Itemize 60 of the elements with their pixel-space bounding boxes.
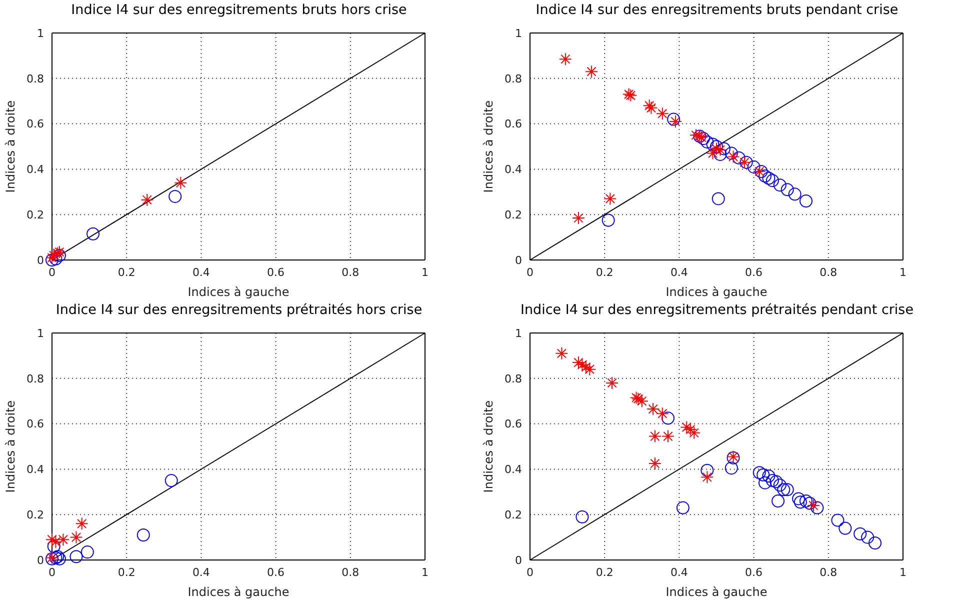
x-axis-title: Indices à gauche [188,285,290,299]
y-tick-label: 0.4 [504,463,522,476]
y-tick-label: 0 [37,254,44,267]
x-tick-label: 0.4 [192,266,210,279]
x-tick-label: 1 [900,266,906,279]
x-tick-label: 0.6 [745,566,763,579]
x-tick-label: 0.2 [118,566,136,579]
x-tick-label: 0.4 [192,566,210,579]
y-tick-label: 0.4 [26,463,44,476]
x-tick-label: 0.6 [745,266,763,279]
y-axis-title: Indices à droite [3,400,18,493]
x-tick-label: 0 [48,566,56,579]
y-tick-label: 1 [515,26,522,40]
y-tick-label: 0.6 [504,418,522,431]
y-axis-title: Indices à droite [3,100,18,193]
y-axis-title: Indices à droite [481,100,496,193]
y-tick-label: 0.8 [504,372,522,386]
y-tick-label: 0.6 [26,118,44,131]
y-tick-label: 1 [37,26,44,40]
x-tick-label: 0.8 [342,266,360,279]
x-tick-label: 0.6 [267,266,285,279]
y-tick-label: 0.6 [26,418,44,431]
y-tick-label: 0.8 [26,372,44,386]
x-tick-label: 1 [422,266,428,279]
y-tick-label: 0.6 [504,118,522,131]
y-tick-label: 0.2 [26,208,44,222]
chart-title: Indice I4 sur des enregsitrements bruts hors crise [70,2,408,18]
y-tick-label: 1 [37,326,44,340]
y-tick-label: 0.4 [26,163,44,176]
x-tick-label: 0.8 [820,566,838,579]
y-tick-label: 0.2 [26,508,44,522]
x-tick-label: 0.4 [670,266,688,279]
y-tick-label: 1 [515,326,522,340]
chart-title: Indice I4 sur des enregsitrements bruts pendant crise [534,2,900,18]
x-tick-label: 0.6 [267,566,285,579]
x-axis-title: Indices à gauche [666,285,768,299]
y-axis-title: Indices à droite [481,400,496,493]
x-axis-title: Indices à gauche [188,585,290,599]
x-tick-label: 0 [526,566,534,579]
y-tick-label: 0.8 [504,72,522,86]
x-tick-label: 1 [422,566,428,579]
y-tick-label: 0.8 [26,72,44,86]
x-tick-label: 1 [900,566,906,579]
x-tick-label: 0.8 [342,566,360,579]
y-tick-label: 0.2 [504,508,522,522]
y-tick-label: 0 [37,554,44,567]
chart-title: Indice I4 sur des enregsitrements prétraités pendant crise [519,302,915,318]
y-tick-label: 0 [515,554,522,567]
x-tick-label: 0.2 [118,266,136,279]
chart-title: Indice I4 sur des enregsitrements prétraités hors crise [54,302,424,318]
x-axis-title: Indices à gauche [666,585,768,599]
y-tick-label: 0.2 [504,208,522,222]
x-tick-label: 0 [526,266,534,279]
x-tick-label: 0 [48,266,56,279]
x-tick-label: 0.2 [596,566,614,579]
y-tick-label: 0 [515,254,522,267]
y-tick-label: 0.4 [504,163,522,176]
x-tick-label: 0.8 [820,266,838,279]
x-tick-label: 0.2 [596,266,614,279]
x-tick-label: 0.4 [670,566,688,579]
